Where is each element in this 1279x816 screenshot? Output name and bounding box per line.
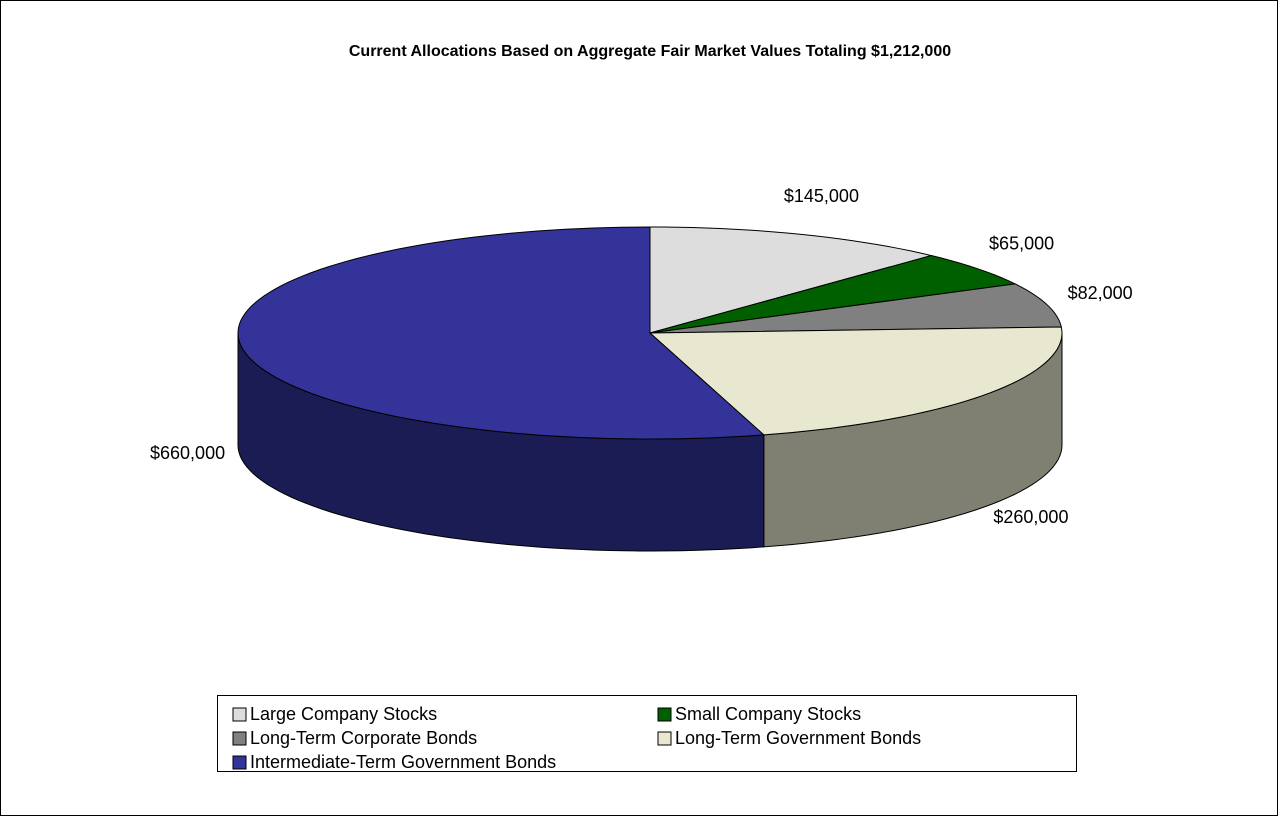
legend-swatch — [232, 707, 247, 722]
data-label: $145,000 — [784, 186, 859, 206]
legend-label: Long-Term Government Bonds — [675, 728, 921, 748]
data-label: $82,000 — [1068, 283, 1133, 303]
data-label: $260,000 — [993, 507, 1068, 527]
pie-slice — [237, 226, 766, 440]
chart-title: Current Allocations Based on Aggregate F… — [349, 43, 951, 60]
legend-swatch — [657, 707, 672, 722]
pie-slice — [649, 283, 1062, 334]
legend-swatch — [657, 731, 672, 746]
legend-label: Intermediate-Term Government Bonds — [250, 752, 556, 772]
legend-label: Large Company Stocks — [250, 704, 437, 724]
data-label: $65,000 — [989, 233, 1054, 253]
legend-label: Small Company Stocks — [675, 704, 861, 724]
legend-label: Long-Term Corporate Bonds — [250, 728, 477, 748]
pie-slice — [648, 326, 1063, 436]
pie-slice — [649, 226, 932, 334]
pie-slice — [649, 255, 1017, 334]
data-label: $660,000 — [150, 443, 225, 463]
legend-swatch — [232, 755, 247, 770]
legend — [217, 695, 1077, 772]
legend-swatch — [232, 731, 247, 746]
